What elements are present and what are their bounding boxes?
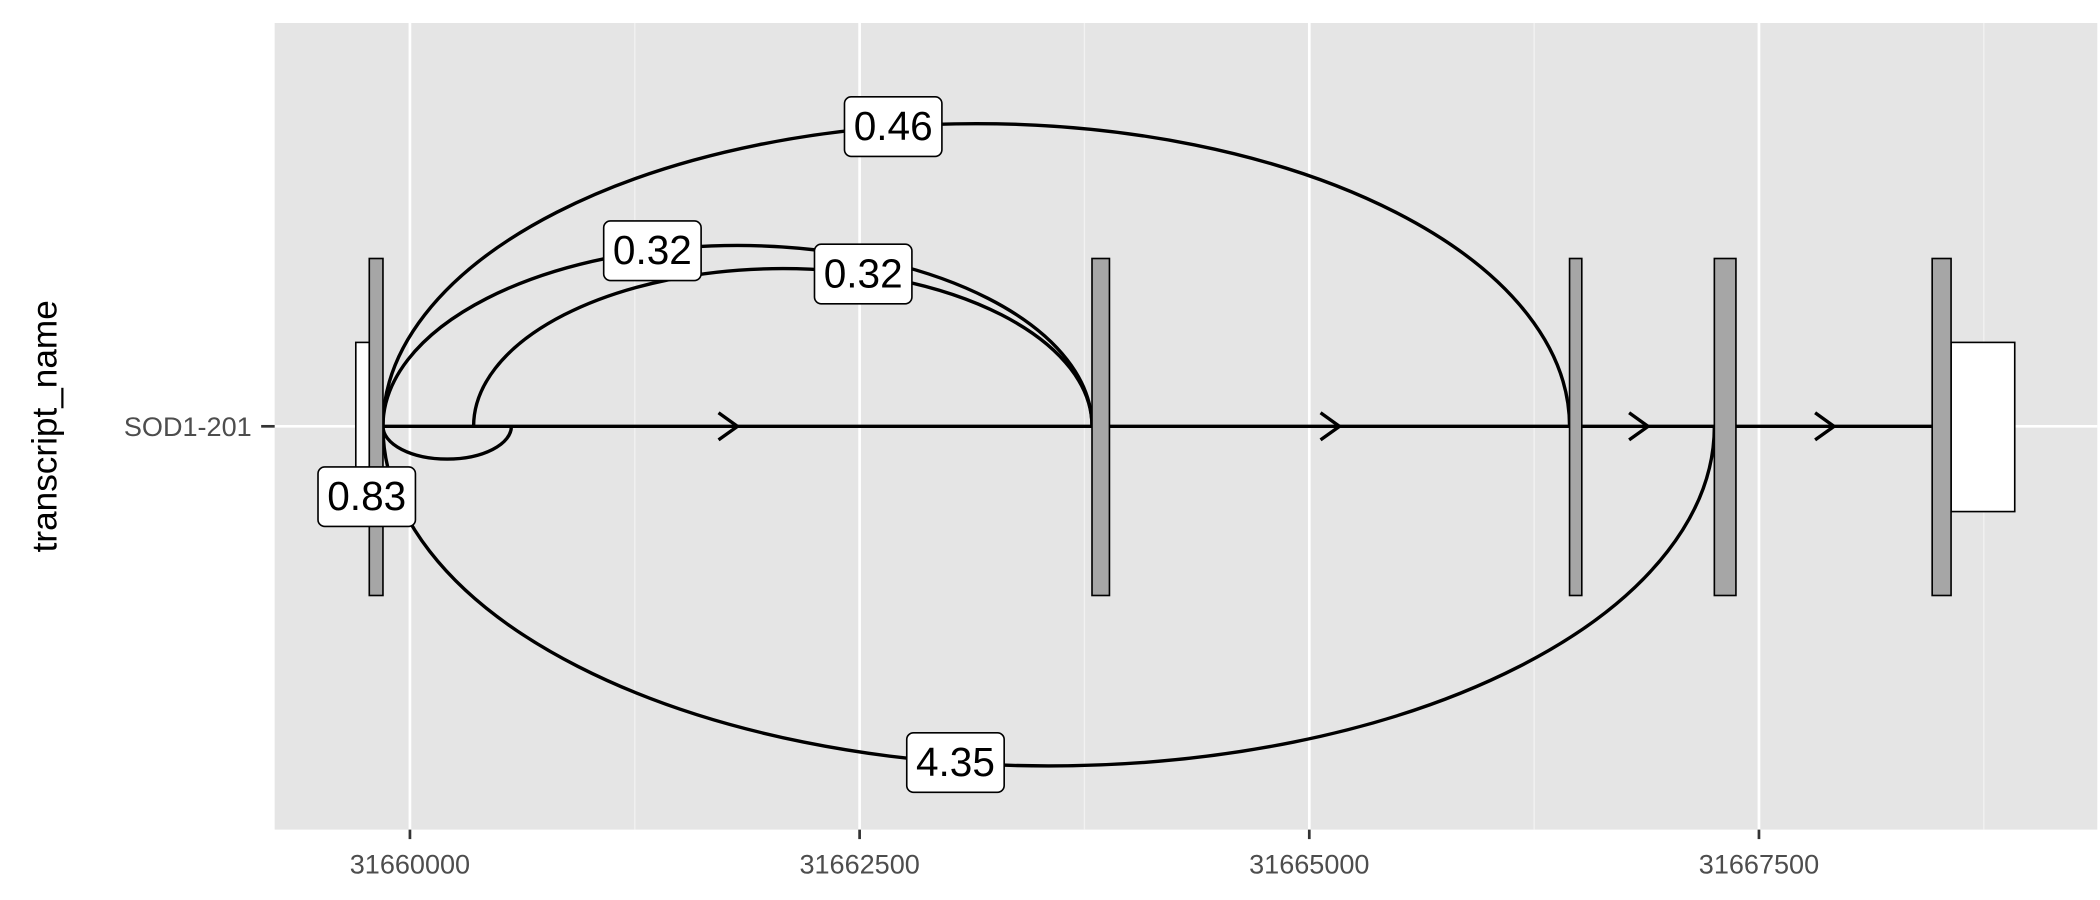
x-tick-label: 31665000: [1249, 849, 1369, 879]
strand-arrow: [1814, 411, 1837, 442]
exon: [1091, 257, 1111, 597]
junction-label: 4.35: [905, 731, 1005, 794]
junction-arc: [381, 121, 1572, 427]
junction-label: 0.32: [813, 243, 913, 305]
x-tick-label: 31667500: [1699, 849, 1819, 879]
junction-arc: [381, 426, 1717, 768]
x-tick-label: 31660000: [350, 849, 470, 879]
y-axis-title: transcript_name: [26, 300, 65, 552]
junction-arc: [471, 266, 1094, 427]
label-box: [813, 243, 913, 305]
label-box: [602, 220, 702, 282]
y-tick-label: SOD1-201: [124, 412, 252, 442]
junction-label: 0.83: [317, 466, 417, 528]
label-box: [317, 466, 417, 528]
junction-value: 0.32: [824, 250, 903, 296]
label-box: [843, 96, 943, 158]
junction-value: 0.32: [613, 227, 692, 273]
junction-value: 0.83: [327, 473, 406, 519]
strand-arrow: [717, 411, 741, 442]
junction-value: 4.35: [916, 739, 995, 785]
label-box: [905, 731, 1005, 794]
x-tick-label: 31662500: [799, 849, 919, 879]
strand-arrow: [1628, 411, 1651, 442]
junction-arc: [381, 426, 514, 461]
junction-label: 0.32: [602, 220, 702, 282]
strand-arrow: [1319, 411, 1343, 442]
junction-value: 0.46: [854, 103, 933, 149]
exon: [1568, 257, 1583, 597]
utr: [1950, 341, 2016, 513]
exon: [1931, 257, 1952, 597]
junction-arc: [381, 243, 1094, 427]
junction-label: 0.46: [843, 96, 943, 158]
exon: [368, 257, 384, 597]
exon: [1713, 257, 1737, 597]
